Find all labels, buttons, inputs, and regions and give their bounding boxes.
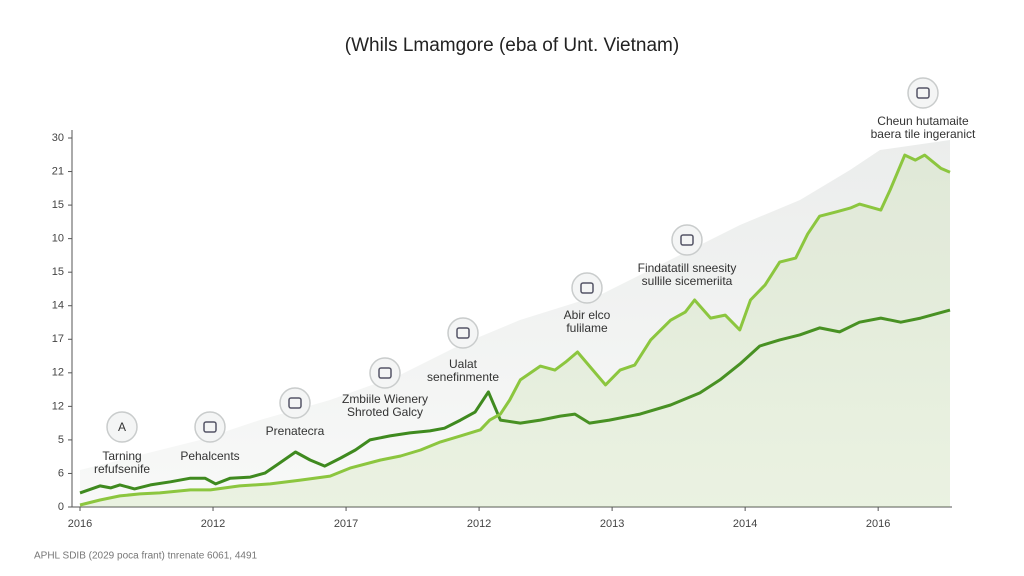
annotation-text: Pehalcents [180,449,239,463]
annotation-text: Zmbiile Wienery [342,392,428,406]
annotation-icon [194,411,226,443]
x-tick-label: 2014 [733,518,757,530]
annotation-glyph [203,421,217,433]
y-tick-label: 10 [52,233,64,245]
x-tick-label: 2016 [866,518,890,530]
annotation-text: Findatatill sneesity [638,261,737,275]
annotation-text: Prenatecra [266,424,325,438]
x-tick-label: 2017 [334,518,358,530]
line [79,153,951,507]
y-tick-label: 15 [52,199,64,211]
annotation-glyph [456,327,470,339]
annotation-text: Tarning [102,449,141,463]
y-tick-label: 30 [52,132,64,144]
annotation-icon [671,224,703,256]
y-tick-label: 14 [52,300,64,312]
annotation-text: refufsenife [94,462,150,476]
annotation-text: Shroted Galcy [347,405,423,419]
annotation-text: senefinmente [427,370,499,384]
annotation-text: Ualat [449,357,478,371]
line [79,308,951,495]
x-tick-label: 2012 [467,518,491,530]
annotation-text: sullile sicemeriita [642,274,733,288]
y-tick-label: 12 [52,367,64,379]
annotation-icon [447,317,479,349]
y-tick-label: 21 [52,165,64,177]
annotation-icon-label: A [118,420,126,434]
annotation-icon [907,77,939,109]
annotation-text: Abir elco [564,308,611,322]
annotation-icon [571,272,603,304]
x-tick-label: 2016 [68,518,92,530]
annotation-icon [106,411,138,443]
x-tick-label: 2013 [600,518,624,530]
y-tick-label: 0 [58,501,64,513]
annotation-text: fulilame [566,321,608,335]
annotation-glyph [378,367,392,379]
annotation-text: baera tile ingeranict [871,127,976,141]
annotation-icon [279,387,311,419]
y-tick-label: 5 [58,434,64,446]
annotation-glyph [916,87,930,99]
annotation-icon [369,357,401,389]
y-tick-label: 6 [58,467,64,479]
y-tick-label: 17 [52,333,64,345]
area [80,155,950,507]
annotation-glyph [288,397,302,409]
annotation-text: Cheun hutamaite [877,114,969,128]
x-tick-label: 2012 [201,518,225,530]
y-tick-label: 15 [52,266,64,278]
annotation-glyph [680,234,694,246]
y-tick-label: 12 [52,400,64,412]
footer: APHL SDIB (2029 poca frant) tnrenate 606… [34,551,258,562]
annotation-glyph [580,282,594,294]
chart-title: (Whils Lmamgore (eba of Unt. Vietnam) [345,35,679,56]
